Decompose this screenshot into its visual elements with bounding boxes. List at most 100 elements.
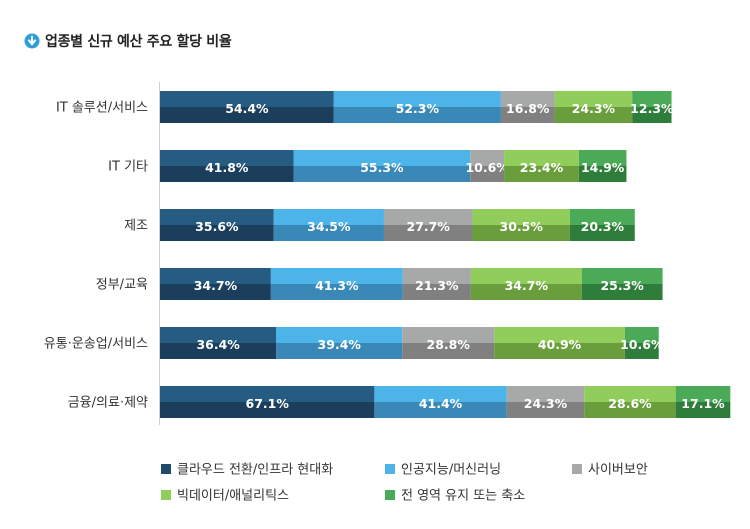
bar-segment: [506, 386, 585, 418]
bar-value-label: 24.3%: [524, 396, 568, 411]
bar-segment: [383, 209, 473, 241]
legend-swatch: [572, 464, 582, 474]
bar-segment-bottom: [472, 225, 570, 241]
bar-value-label: 36.4%: [196, 337, 240, 352]
bar-value-label: 25.3%: [600, 278, 644, 293]
bar-segment-top: [160, 327, 277, 343]
bar-segment-top: [160, 91, 334, 107]
bar-segment-bottom: [554, 107, 633, 123]
bar-segment-bottom: [333, 107, 501, 123]
bar-segment-bottom: [675, 402, 731, 418]
bar-value-label: 10.6%: [465, 160, 509, 175]
bar-segment: [569, 209, 635, 241]
bar-segment: [554, 91, 633, 123]
category-label: 금융/의료·제약: [68, 396, 148, 411]
bar-value-label: 41.3%: [315, 278, 359, 293]
bar-segment-bottom: [470, 284, 582, 300]
bar-value-label: 41.4%: [419, 396, 463, 411]
bar-segment: [470, 150, 505, 182]
bar-value-label: 40.9%: [538, 337, 582, 352]
legend-label: 인공지능/머신러닝: [401, 463, 501, 478]
bar-segment-top: [554, 91, 633, 107]
category-label: IT 기타: [108, 160, 148, 175]
bar-value-label: 35.6%: [195, 219, 239, 234]
bar-segment: [273, 209, 384, 241]
bar-segment-bottom: [270, 284, 403, 300]
bar-segment-top: [584, 386, 676, 402]
category-label: 제조: [124, 219, 148, 234]
bar-segment-top: [402, 268, 471, 284]
legend-swatch: [385, 464, 395, 474]
bar-segment-top: [470, 150, 505, 166]
legend-swatch: [161, 490, 171, 500]
bar-segment-bottom: [500, 107, 555, 123]
legend-swatch: [385, 490, 395, 500]
bar-segment: [472, 209, 570, 241]
bar-segment-bottom: [632, 107, 672, 123]
bar-value-label: 28.8%: [427, 337, 471, 352]
bar-segment: [374, 386, 507, 418]
circle-down-arrow-icon: [24, 33, 40, 49]
bar-segment-bottom: [293, 166, 471, 182]
bar-segment: [333, 91, 501, 123]
bar-segment-top: [333, 91, 501, 107]
bar-segment-top: [160, 268, 271, 284]
bar-segment-top: [374, 386, 507, 402]
bar-segment-bottom: [374, 402, 507, 418]
bar-segment-bottom: [584, 402, 676, 418]
bar-segment-bottom: [160, 284, 271, 300]
bar-segment-bottom: [402, 343, 495, 359]
bar-value-label: 12.3%: [630, 101, 674, 116]
bar-segment: [470, 268, 582, 300]
bar-segment-top: [160, 209, 274, 225]
legend-label: 클라우드 전환/인프라 현대화: [177, 463, 333, 478]
bar-segment-top: [470, 268, 582, 284]
legend-item: 인공지능/머신러닝: [385, 463, 501, 478]
bar-value-label: 39.4%: [318, 337, 362, 352]
bar-value-label: 34.7%: [194, 278, 238, 293]
bar-segment-bottom: [569, 225, 635, 241]
bar-segment-top: [293, 150, 471, 166]
bar-segment: [160, 386, 375, 418]
legend-item: 빅데이터/애널리틱스: [161, 489, 289, 504]
bar-value-label: 16.8%: [506, 101, 550, 116]
bar-segment: [402, 327, 495, 359]
bar-segment-bottom: [276, 343, 403, 359]
bar-segment-top: [160, 150, 294, 166]
bar-value-label: 17.1%: [681, 396, 725, 411]
bar-segment-bottom: [273, 225, 384, 241]
bar-segment-top: [632, 91, 672, 107]
bar-value-label: 34.7%: [505, 278, 549, 293]
bar-segment-bottom: [160, 166, 294, 182]
bar-segment-bottom: [383, 225, 473, 241]
legend-label: 빅데이터/애널리틱스: [177, 489, 289, 504]
bar-segment-bottom: [402, 284, 471, 300]
bar-value-label: 20.3%: [581, 219, 625, 234]
bar-segment: [494, 327, 625, 359]
bar-segment: [293, 150, 471, 182]
bar-value-label: 14.9%: [581, 160, 625, 175]
bar-value-label: 21.3%: [415, 278, 459, 293]
bar-segment: [270, 268, 403, 300]
bar-segment-top: [494, 327, 625, 343]
bar-segment-bottom: [581, 284, 663, 300]
bar-segment: [160, 209, 274, 241]
bar-segment-top: [276, 327, 403, 343]
bar-segment: [504, 150, 579, 182]
bar-value-label: 55.3%: [360, 160, 404, 175]
bar-segment: [500, 91, 555, 123]
legend-item: 사이버보안: [572, 463, 648, 478]
bar-segment: [624, 327, 659, 359]
bar-segment-bottom: [578, 166, 627, 182]
legend-item: 전 영역 유지 또는 축소: [385, 489, 525, 504]
bar-segment-bottom: [494, 343, 625, 359]
bar-segment-top: [624, 327, 659, 343]
bar-value-label: 10.6%: [620, 337, 664, 352]
bar-segment-bottom: [160, 343, 277, 359]
bar-segment-top: [383, 209, 473, 225]
bar-value-label: 67.1%: [246, 396, 290, 411]
bar-segment-top: [472, 209, 570, 225]
bar-segment-top: [675, 386, 731, 402]
